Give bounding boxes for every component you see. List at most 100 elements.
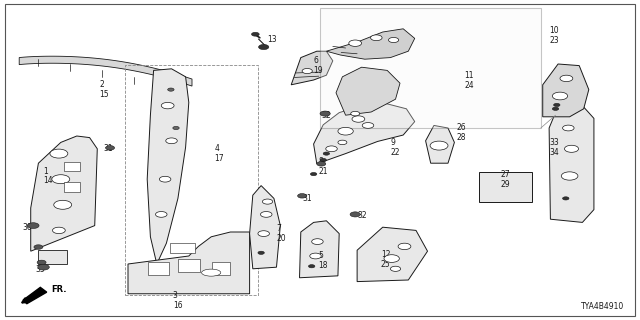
Circle shape — [552, 107, 559, 110]
Text: 9
22: 9 22 — [390, 138, 400, 156]
Text: 32: 32 — [357, 211, 367, 220]
Circle shape — [398, 243, 411, 250]
Circle shape — [317, 162, 326, 166]
Circle shape — [308, 265, 315, 268]
Circle shape — [349, 40, 362, 46]
Circle shape — [259, 44, 269, 50]
Circle shape — [371, 35, 382, 41]
Circle shape — [258, 231, 269, 236]
Ellipse shape — [202, 269, 221, 276]
Circle shape — [156, 212, 167, 217]
Polygon shape — [314, 103, 415, 164]
Text: 8
21: 8 21 — [319, 157, 328, 176]
Circle shape — [561, 172, 578, 180]
Circle shape — [338, 127, 353, 135]
Text: 12
25: 12 25 — [381, 251, 390, 269]
Bar — [64, 162, 80, 171]
Text: 31: 31 — [104, 144, 113, 153]
Polygon shape — [23, 287, 47, 304]
Bar — [212, 262, 230, 275]
Circle shape — [258, 251, 264, 254]
Circle shape — [323, 152, 330, 155]
Circle shape — [262, 199, 273, 204]
Circle shape — [388, 37, 399, 43]
Circle shape — [106, 146, 115, 150]
Polygon shape — [326, 29, 415, 59]
Text: 1
14: 1 14 — [44, 167, 53, 185]
Text: 30: 30 — [22, 223, 32, 232]
Polygon shape — [336, 67, 400, 115]
Text: 32: 32 — [321, 111, 331, 120]
Circle shape — [161, 102, 174, 109]
Circle shape — [326, 146, 337, 152]
Bar — [64, 182, 80, 192]
Polygon shape — [19, 56, 192, 86]
Circle shape — [38, 264, 49, 270]
Circle shape — [298, 194, 307, 198]
Circle shape — [52, 175, 70, 184]
Text: 3
16: 3 16 — [173, 292, 182, 310]
Polygon shape — [479, 172, 532, 202]
Polygon shape — [357, 227, 428, 282]
Text: FR.: FR. — [51, 285, 67, 294]
Circle shape — [34, 245, 43, 249]
Circle shape — [350, 212, 360, 217]
Circle shape — [319, 163, 324, 165]
Circle shape — [310, 172, 317, 176]
Circle shape — [353, 213, 358, 216]
Text: 13: 13 — [268, 36, 277, 44]
Circle shape — [54, 200, 72, 209]
Circle shape — [252, 32, 259, 36]
Polygon shape — [300, 221, 339, 278]
Circle shape — [260, 212, 272, 217]
Circle shape — [352, 116, 365, 122]
Polygon shape — [250, 186, 280, 269]
Circle shape — [560, 75, 573, 82]
Circle shape — [50, 149, 68, 158]
Text: 6
19: 6 19 — [314, 56, 323, 75]
Circle shape — [159, 176, 171, 182]
Text: 31: 31 — [303, 194, 312, 203]
Bar — [125, 65, 258, 295]
Circle shape — [30, 224, 36, 227]
Bar — [320, 8, 541, 128]
Circle shape — [40, 266, 47, 269]
Circle shape — [52, 227, 65, 234]
Circle shape — [430, 141, 448, 150]
Circle shape — [384, 255, 399, 262]
Circle shape — [302, 68, 312, 74]
Circle shape — [338, 140, 347, 145]
Text: TYA4B4910: TYA4B4910 — [580, 302, 624, 311]
Polygon shape — [147, 69, 189, 264]
Circle shape — [300, 195, 305, 197]
Circle shape — [320, 158, 326, 162]
Text: 27
29: 27 29 — [500, 170, 510, 188]
Circle shape — [323, 112, 328, 115]
Text: 10
23: 10 23 — [549, 26, 559, 44]
Circle shape — [564, 145, 579, 152]
Circle shape — [552, 92, 568, 100]
Polygon shape — [426, 125, 454, 163]
Text: 2
15: 2 15 — [99, 80, 109, 99]
Circle shape — [362, 123, 374, 128]
Circle shape — [166, 138, 177, 144]
Bar — [148, 262, 169, 275]
Circle shape — [351, 111, 360, 116]
Text: 26
28: 26 28 — [457, 124, 467, 142]
Circle shape — [37, 260, 46, 265]
Bar — [170, 243, 195, 253]
Circle shape — [310, 253, 321, 259]
Polygon shape — [38, 250, 67, 264]
Polygon shape — [291, 51, 333, 85]
Text: 33
34: 33 34 — [549, 138, 559, 156]
Circle shape — [173, 126, 179, 130]
Polygon shape — [31, 136, 97, 251]
Text: 4
17: 4 17 — [214, 144, 224, 163]
Circle shape — [563, 197, 569, 200]
Circle shape — [28, 223, 39, 228]
Circle shape — [312, 239, 323, 244]
Bar — [177, 259, 200, 272]
Polygon shape — [549, 106, 594, 222]
Circle shape — [563, 125, 574, 131]
Circle shape — [390, 266, 401, 271]
